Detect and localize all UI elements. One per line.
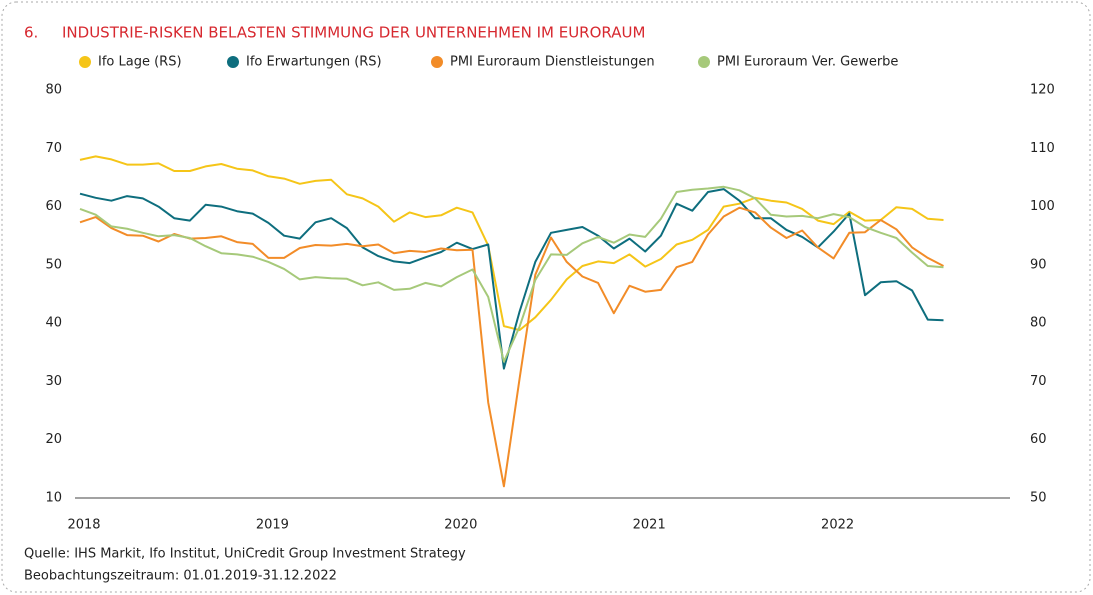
series-line [79, 206, 944, 488]
y2-tick-label: 110 [1030, 141, 1055, 156]
y-tick-label: 70 [45, 141, 62, 156]
source-note: Quelle: IHS Markit, Ifo Institut, UniCre… [24, 547, 466, 562]
x-tick-label: 2019 [256, 518, 289, 533]
legend-label: PMI Euroraum Ver. Gewerbe [717, 55, 898, 70]
y2-tick-label: 80 [1030, 316, 1047, 331]
period-note: Beobachtungszeitraum: 01.01.2019-31.12.2… [24, 569, 337, 584]
y-tick-label: 60 [45, 199, 62, 214]
y2-tick-label: 60 [1030, 432, 1047, 447]
series-line [79, 155, 944, 332]
y-tick-label: 80 [45, 83, 62, 98]
x-tick-label: 2022 [821, 518, 854, 533]
legend-marker [431, 56, 443, 68]
legend-label: Ifo Erwartungen (RS) [246, 55, 382, 70]
y2-tick-label: 90 [1030, 257, 1047, 272]
chart-title-number: 6. [24, 24, 38, 42]
x-tick-label: 2018 [67, 518, 100, 533]
legend-label: PMI Euroraum Dienstleistungen [450, 55, 655, 70]
legend-marker [227, 56, 239, 68]
y2-tick-label: 120 [1030, 83, 1055, 98]
y2-tick-label: 50 [1030, 491, 1047, 506]
legend-label: Ifo Lage (RS) [98, 55, 182, 70]
y-tick-label: 40 [45, 316, 62, 331]
x-tick-label: 2021 [633, 518, 666, 533]
series-line [79, 185, 944, 363]
y-tick-label: 10 [45, 491, 62, 506]
y-tick-label: 50 [45, 257, 62, 272]
y-tick-label: 30 [45, 374, 62, 389]
y2-tick-label: 70 [1030, 374, 1047, 389]
x-tick-label: 2020 [444, 518, 477, 533]
y2-tick-label: 100 [1030, 199, 1055, 214]
series-line [79, 188, 944, 370]
legend-marker [79, 56, 91, 68]
legend-marker [698, 56, 710, 68]
y-tick-label: 20 [45, 432, 62, 447]
chart-title: INDUSTRIE-RISKEN BELASTEN STIMMUNG DER U… [62, 24, 645, 42]
